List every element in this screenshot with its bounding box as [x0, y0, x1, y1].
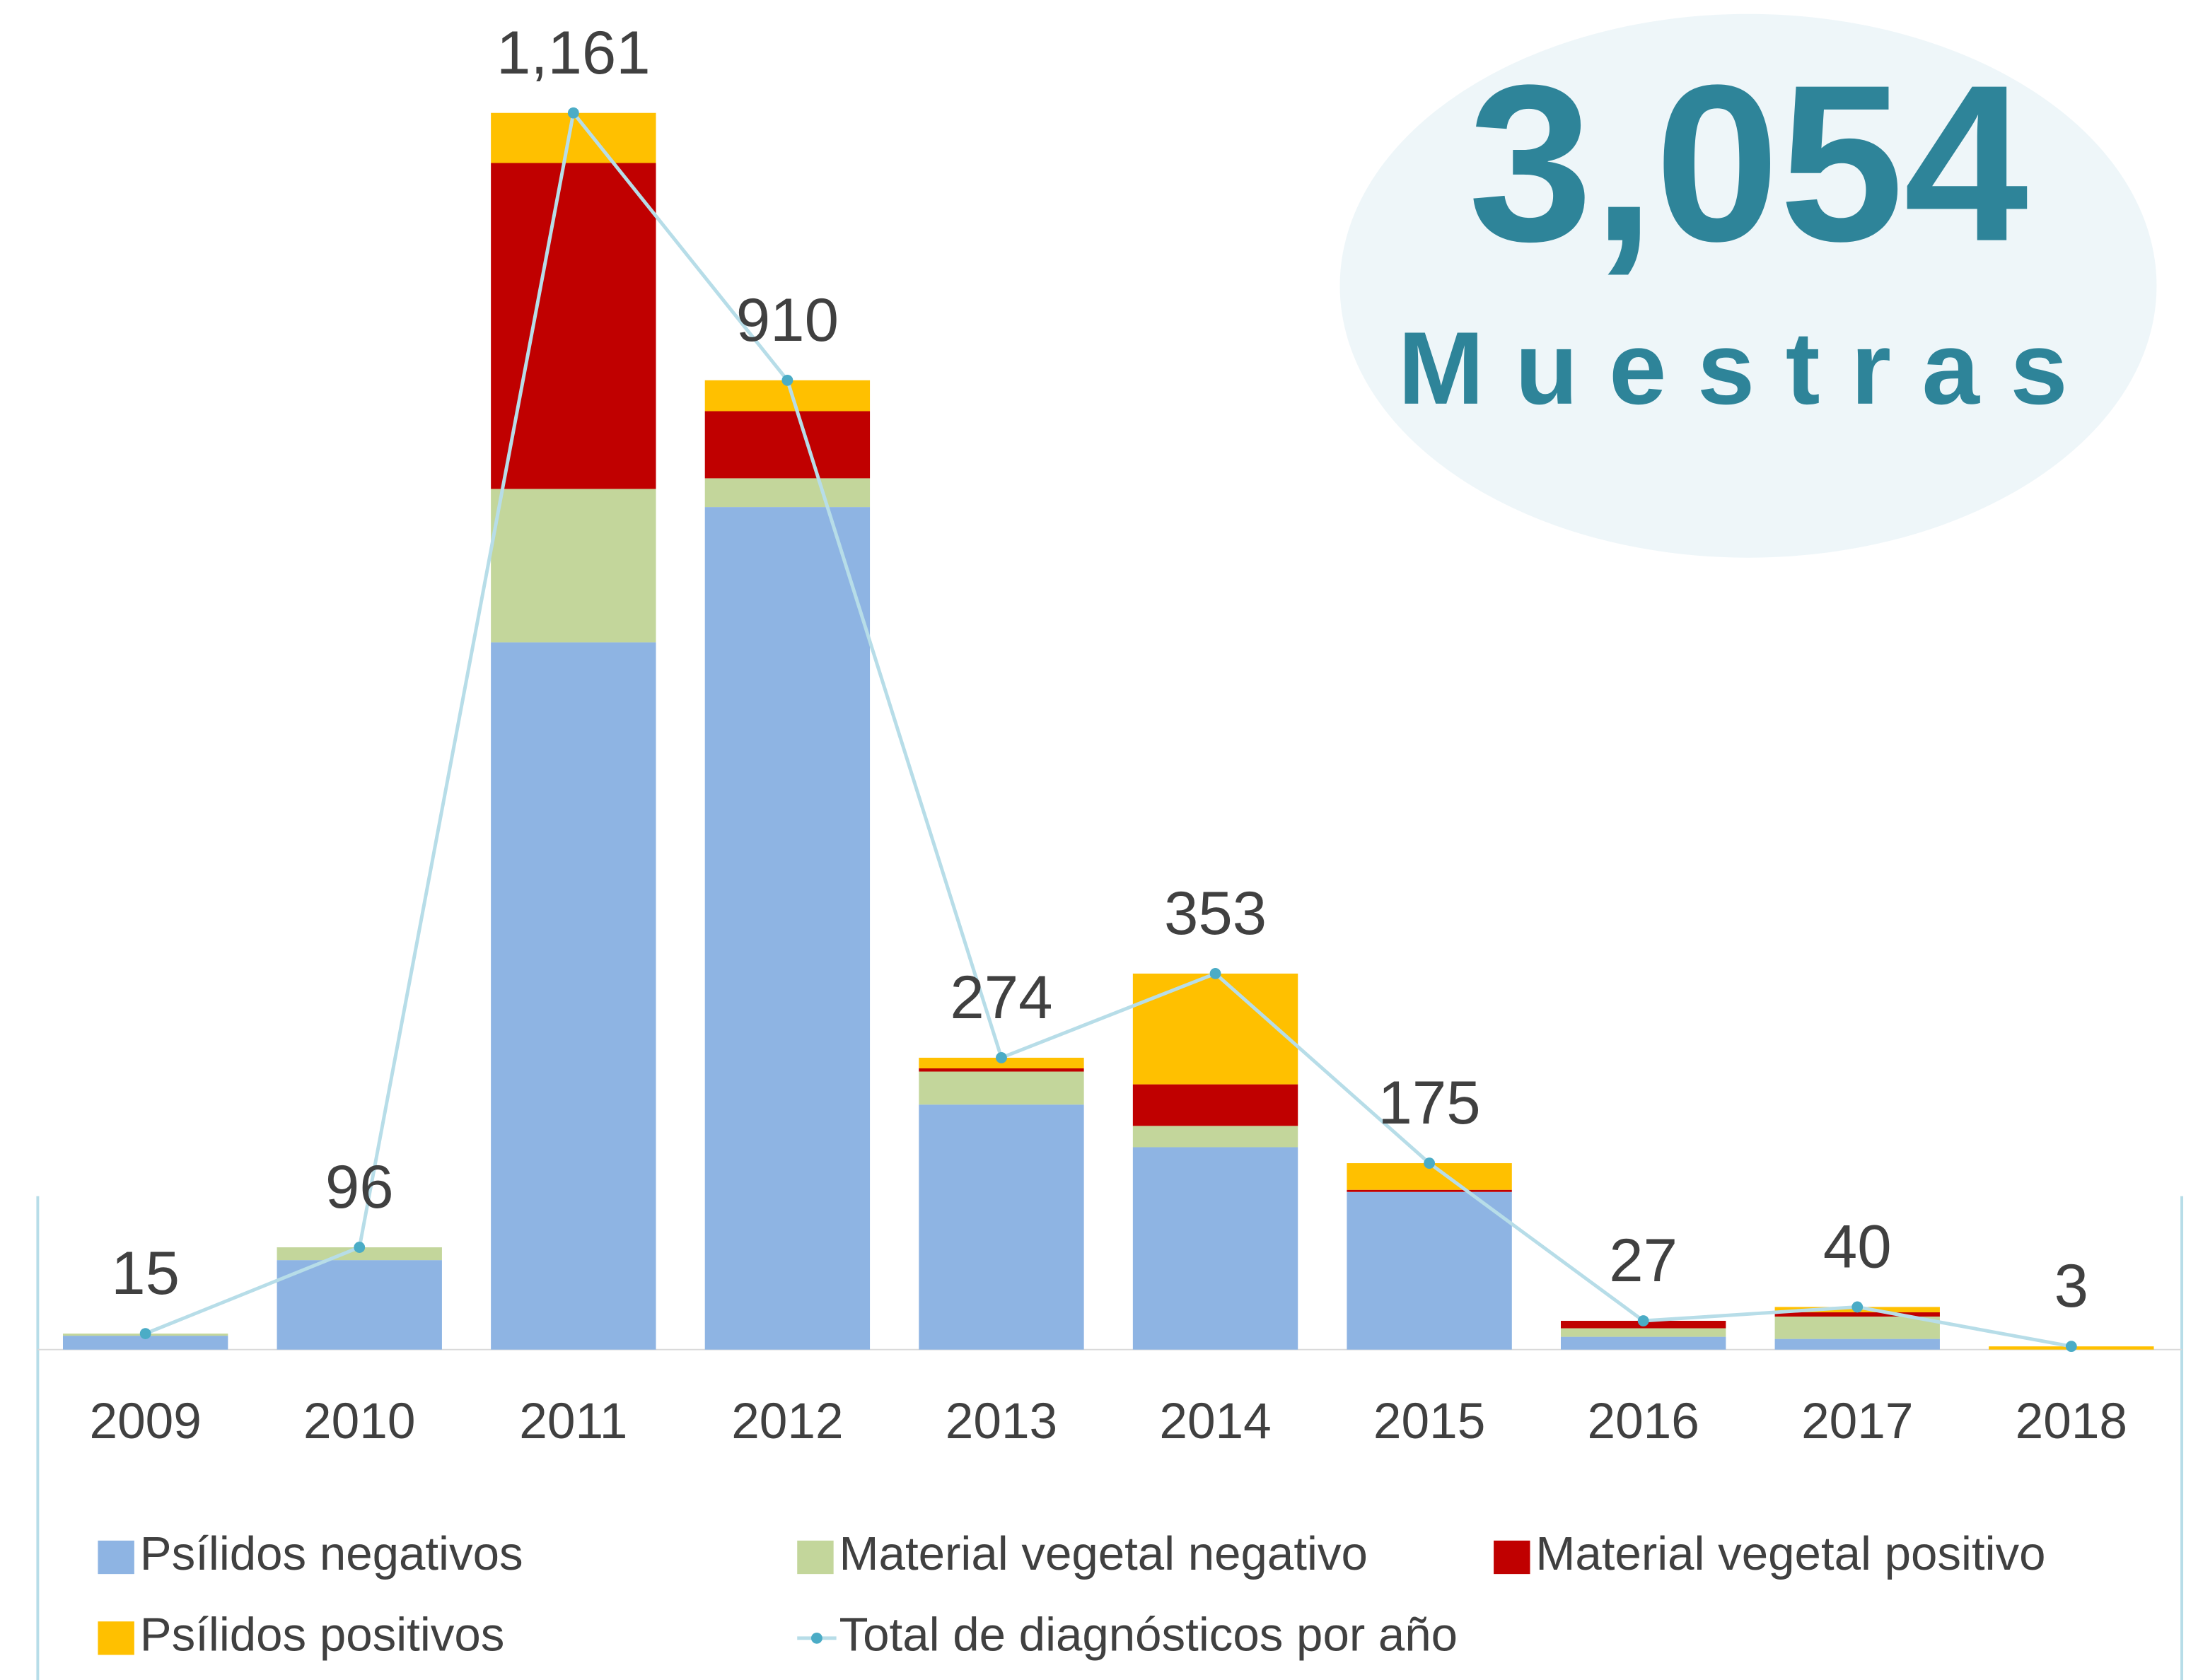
bar-segment [491, 163, 656, 489]
bar-segment [919, 1068, 1084, 1072]
bar-segment [1774, 1316, 1940, 1339]
legend-swatch [98, 1621, 134, 1655]
data-label: 353 [1164, 879, 1267, 947]
legend-swatch [98, 1540, 134, 1575]
data-label: 27 [1609, 1226, 1678, 1295]
line-marker [1851, 1301, 1864, 1313]
bar-segment [1132, 973, 1298, 1085]
bar-segment [1774, 1312, 1940, 1317]
data-label: 40 [1823, 1213, 1892, 1281]
legend-label: Material vegetal positivo [1535, 1527, 2045, 1580]
bar-segment [1774, 1338, 1940, 1350]
legend-label: Material vegetal negativo [839, 1527, 1368, 1580]
line-marker [354, 1242, 366, 1253]
x-tick-label: 2012 [731, 1394, 843, 1449]
legend-label: Psílidos negativos [140, 1527, 523, 1580]
data-label: 175 [1378, 1068, 1481, 1137]
bar-segment [491, 489, 656, 643]
line-marker [1424, 1157, 1436, 1169]
x-tick-label: 2018 [2016, 1394, 2127, 1449]
bar-segment [62, 1336, 228, 1350]
annotation-bubble [1339, 13, 2157, 558]
bar-segment [704, 507, 871, 1350]
bar-segment [1561, 1336, 1726, 1350]
data-label: 1,161 [496, 18, 651, 87]
bar-segment [277, 1260, 442, 1350]
annotation-label: Muestras [1398, 310, 2099, 426]
legend-swatch [797, 1540, 834, 1575]
bar-segment [277, 1247, 442, 1261]
x-tick-label: 2013 [946, 1394, 1057, 1449]
bar-segment [1347, 1191, 1512, 1350]
line-marker [2065, 1341, 2077, 1353]
total-line [144, 108, 2072, 1348]
line-marker [139, 1328, 151, 1339]
legend-swatch [1494, 1540, 1530, 1575]
bar-segment [1132, 1126, 1298, 1148]
bar-segment [1561, 1328, 1726, 1337]
line-marker [781, 374, 793, 386]
bar-segment [491, 642, 656, 1350]
x-tick-label: 2010 [303, 1394, 415, 1449]
bar-segment [1132, 1147, 1298, 1350]
bar-segment [919, 1071, 1084, 1105]
bar-segment [1347, 1189, 1512, 1192]
line-marker [996, 1052, 1007, 1063]
legend-label: Psílidos positivos [140, 1609, 505, 1662]
x-tick-label: 2015 [1373, 1394, 1485, 1449]
line-marker [1209, 968, 1221, 979]
x-tick-label: 2009 [89, 1394, 201, 1449]
data-label: 910 [736, 286, 839, 354]
line-marker [1637, 1315, 1649, 1326]
bar-segment [919, 1104, 1084, 1350]
x-tick-label: 2016 [1588, 1394, 1699, 1449]
bar-segment [704, 411, 871, 479]
data-label: 15 [111, 1239, 180, 1307]
bar-segment [704, 478, 871, 508]
x-tick-label: 2011 [519, 1394, 627, 1449]
x-tick-label: 2014 [1159, 1394, 1271, 1449]
legend-swatch [811, 1632, 822, 1644]
data-label: 274 [950, 963, 1052, 1032]
x-tick-label: 2017 [1801, 1394, 1913, 1449]
annotation-number: 3,054 [1468, 38, 2030, 287]
bar-segment [1132, 1084, 1298, 1126]
data-label: 96 [325, 1153, 394, 1221]
data-label: 3 [2054, 1252, 2088, 1320]
legend-label: Total de diagnósticos por año [839, 1609, 1458, 1662]
line-marker [567, 107, 579, 119]
